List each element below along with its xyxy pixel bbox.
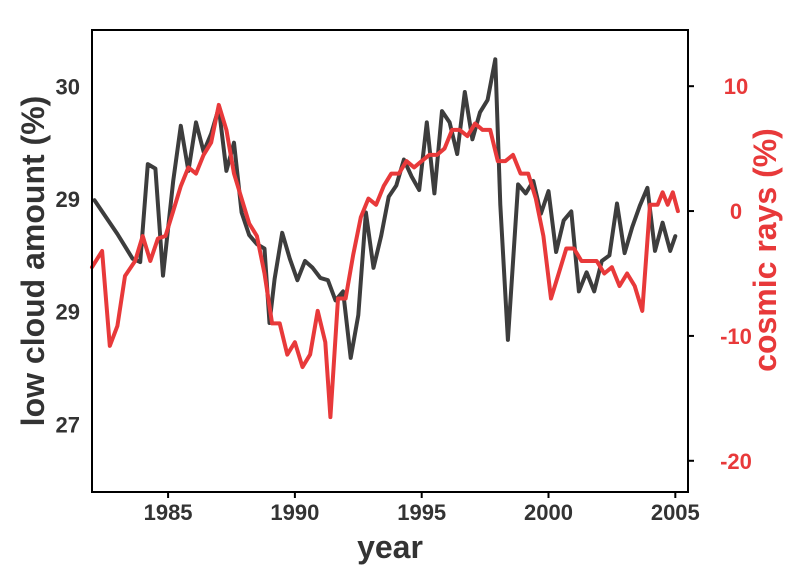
right-y-tick-label: 0: [730, 199, 742, 224]
series-layer: [90, 57, 680, 420]
right-y-axis-title: cosmic rays (%): [747, 128, 783, 372]
right-y-tick-label: -20: [720, 449, 752, 474]
x-axis-title: year: [357, 529, 423, 565]
right-y-tick-label: 10: [724, 74, 748, 99]
x-tick-label: 2000: [524, 500, 573, 525]
x-tick-label: 1990: [270, 500, 319, 525]
x-tick-label: 1995: [397, 500, 446, 525]
x-tick-label: 1985: [144, 500, 193, 525]
right-y-tick-label: -10: [720, 324, 752, 349]
series-line-cosmic: [90, 102, 680, 420]
left-y-tick-label: 27: [56, 412, 80, 437]
left-y-axis-title: low cloud amount (%): [15, 96, 51, 427]
left-y-tick-label: 30: [56, 74, 80, 99]
x-tick-label: 2005: [651, 500, 700, 525]
plot-frame: [91, 29, 689, 493]
axes-layer: 1985 1990 1995 2000 2005 30 29 29 27 10 0 -10 -20: [56, 74, 752, 525]
left-y-tick-label: 29: [56, 300, 80, 325]
left-y-tick-label: 29: [56, 187, 80, 212]
